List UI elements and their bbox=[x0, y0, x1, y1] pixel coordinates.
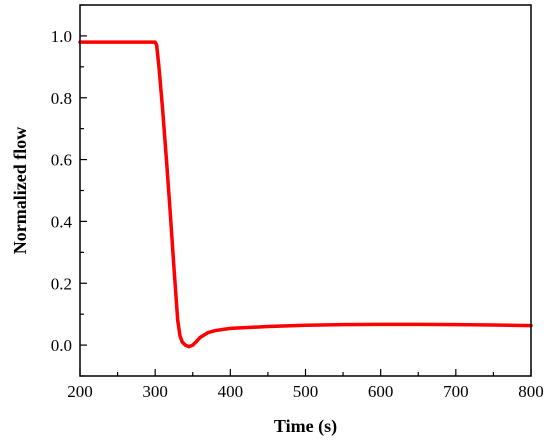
series-line bbox=[78, 40, 533, 349]
x-tick-label: 200 bbox=[67, 382, 93, 401]
x-tick-label: 400 bbox=[218, 382, 244, 401]
x-axis-title: Time (s) bbox=[274, 416, 337, 437]
x-tick-label: 800 bbox=[518, 382, 544, 401]
series-layer bbox=[78, 40, 533, 349]
x-axis-ticks: 200 300 400 500 600 700 800 bbox=[67, 369, 544, 401]
x-tick-label: 700 bbox=[443, 382, 469, 401]
x-tick-label: 300 bbox=[142, 382, 168, 401]
y-tick-label: 0.6 bbox=[51, 151, 72, 170]
y-tick-label: 0.0 bbox=[51, 336, 72, 355]
plot-frame bbox=[79, 4, 532, 377]
y-tick-label: 1.0 bbox=[51, 27, 72, 46]
y-tick-label: 0.8 bbox=[51, 89, 72, 108]
x-tick-label: 600 bbox=[368, 382, 394, 401]
y-tick-label: 0.4 bbox=[51, 212, 73, 231]
x-tick-label: 500 bbox=[293, 382, 319, 401]
y-axis-ticks: 0.0 0.2 0.4 0.6 0.8 1.0 bbox=[51, 4, 87, 377]
y-axis-title: Normalized flow bbox=[10, 127, 30, 254]
y-tick-label: 0.2 bbox=[51, 274, 72, 293]
